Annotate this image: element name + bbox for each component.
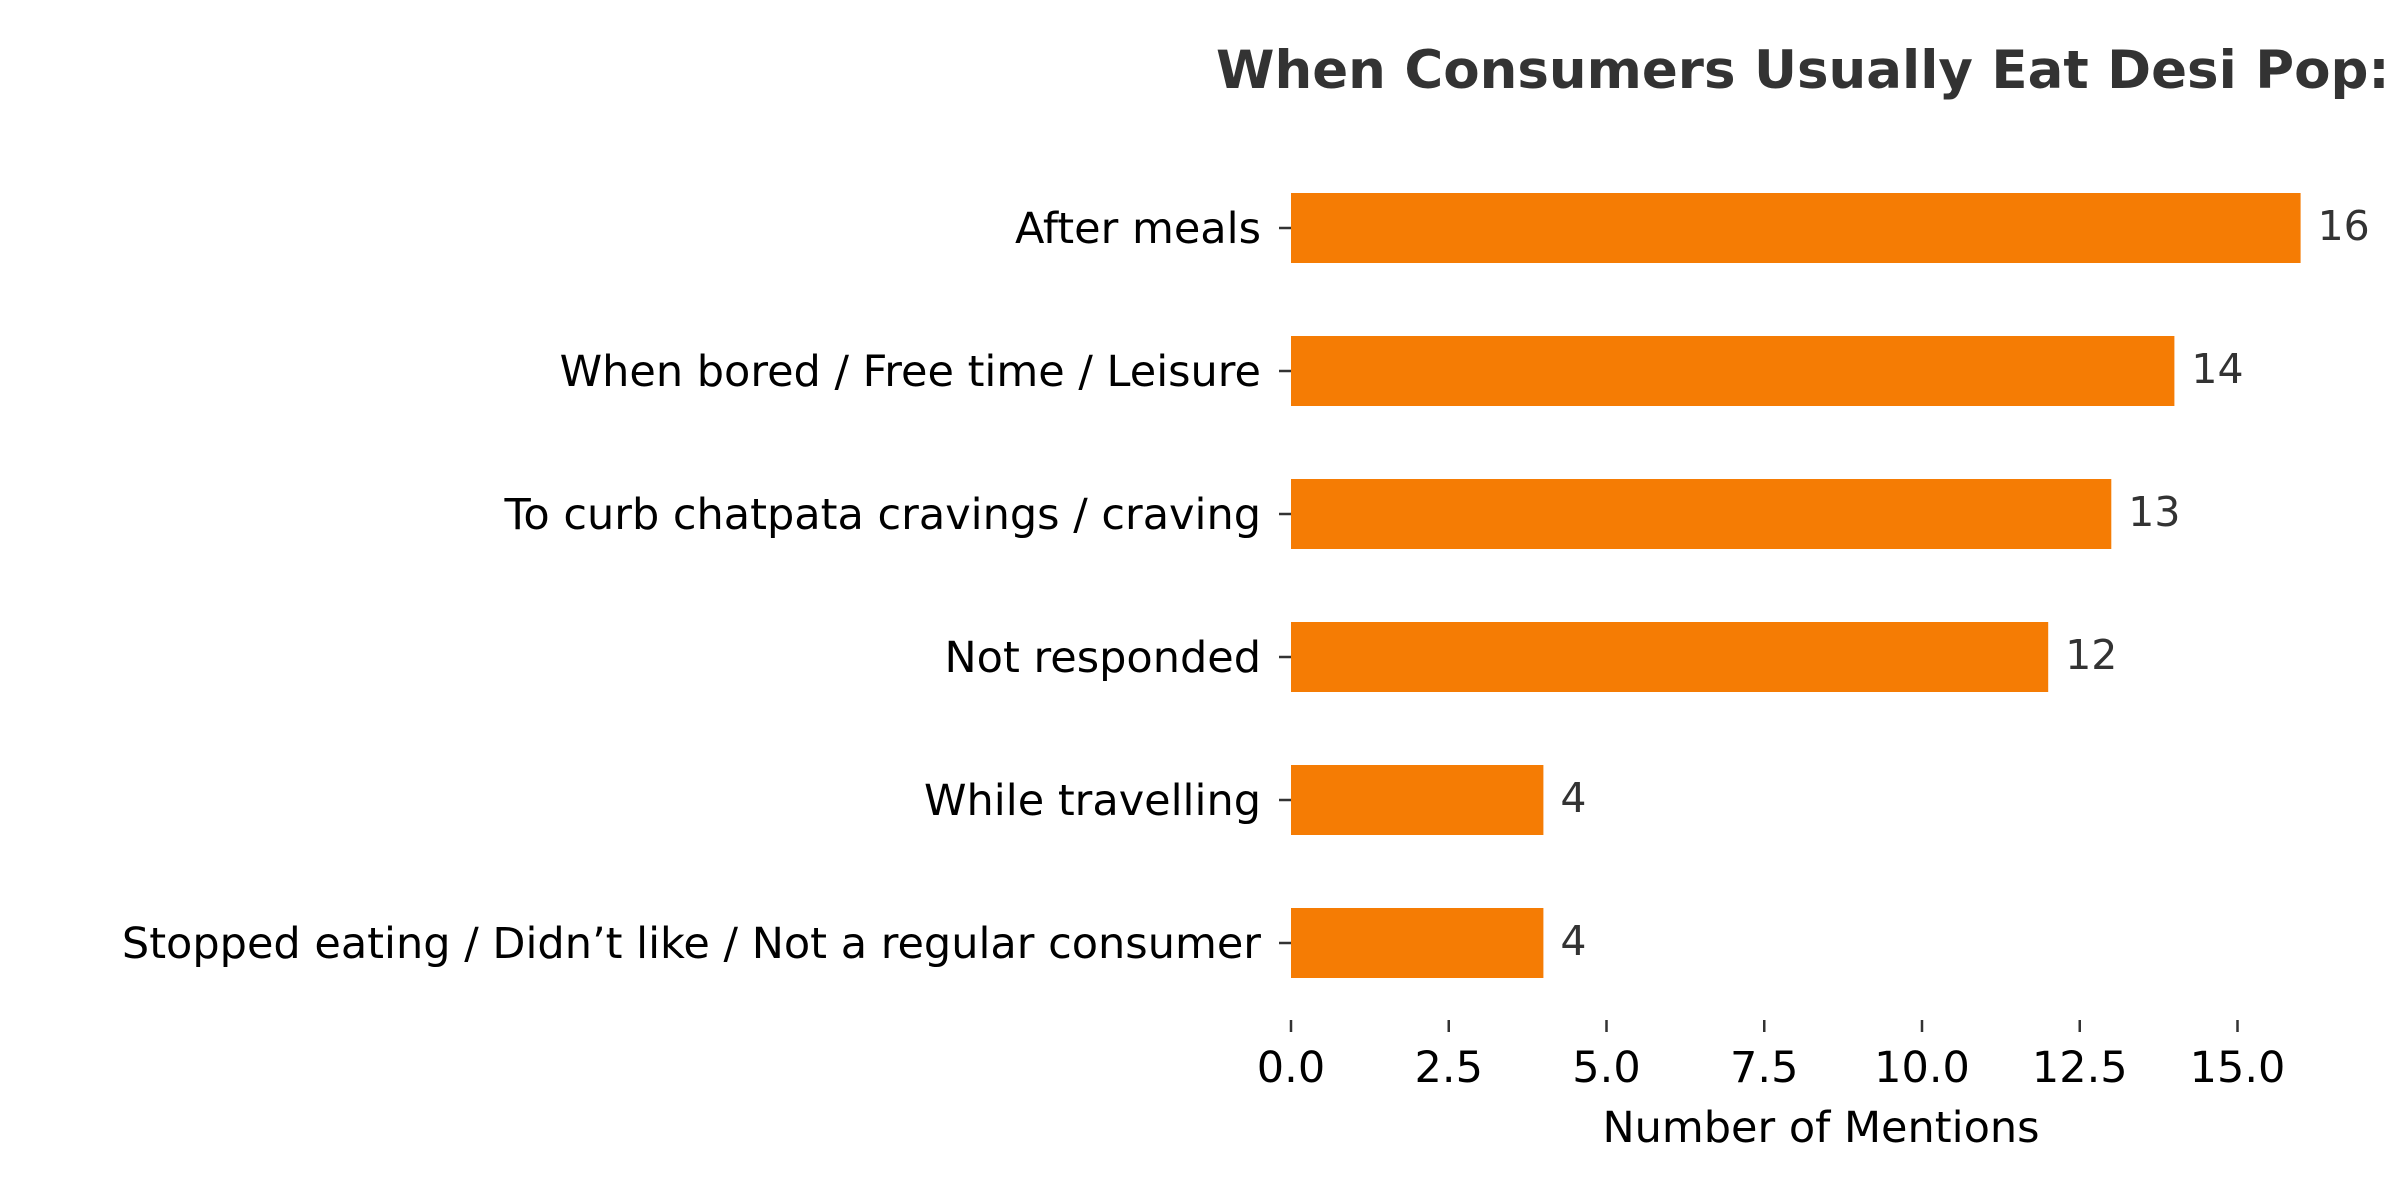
bar-to-curb-chatpata-cravings-craving	[1291, 479, 2112, 549]
value-label: 16	[2318, 202, 2370, 250]
value-label: 14	[2191, 345, 2243, 393]
x-tick-label: 12.5	[2032, 1043, 2128, 1093]
category-label: Not responded	[945, 633, 1262, 683]
category-label: While travelling	[924, 776, 1261, 826]
bar-after-meals	[1291, 193, 2301, 263]
bar-stopped-eating-didn-t-like-not-a-regular-consumer	[1291, 908, 1544, 978]
x-tick-label: 7.5	[1730, 1043, 1798, 1093]
category-label: After meals	[1015, 204, 1261, 254]
value-label: 4	[1560, 917, 1586, 965]
x-tick-label: 2.5	[1415, 1043, 1483, 1093]
category-label: Stopped eating / Didn’t like / Not a reg…	[122, 919, 1261, 969]
category-label: When bored / Free time / Leisure	[560, 347, 1261, 397]
x-axis-title: Number of Mentions	[1602, 1103, 2039, 1153]
y-axis: After meals When bored / Free time / Leis…	[122, 204, 1291, 969]
x-tick-label: 10.0	[1874, 1043, 1970, 1093]
x-tick-label: 0.0	[1257, 1043, 1325, 1093]
bars	[1291, 193, 2301, 978]
bar-while-travelling	[1291, 765, 1544, 835]
x-tick-label: 5.0	[1572, 1043, 1640, 1093]
value-label: 12	[2065, 631, 2117, 679]
x-axis: 0.0 2.5 5.0 7.5 10.0 12.5 15.0	[1257, 1020, 2286, 1093]
value-label: 13	[2128, 488, 2180, 536]
chart-title: When Consumers Usually Eat Desi Pop:	[1216, 40, 2390, 101]
bar-when-bored-free-time-leisure	[1291, 336, 2175, 406]
value-labels: 16 14 13 12 4 4	[1560, 202, 2369, 965]
category-label: To curb chatpata cravings / craving	[503, 490, 1261, 540]
bar-not-responded	[1291, 622, 2049, 692]
x-tick-label: 15.0	[2190, 1043, 2286, 1093]
value-label: 4	[1560, 774, 1586, 822]
